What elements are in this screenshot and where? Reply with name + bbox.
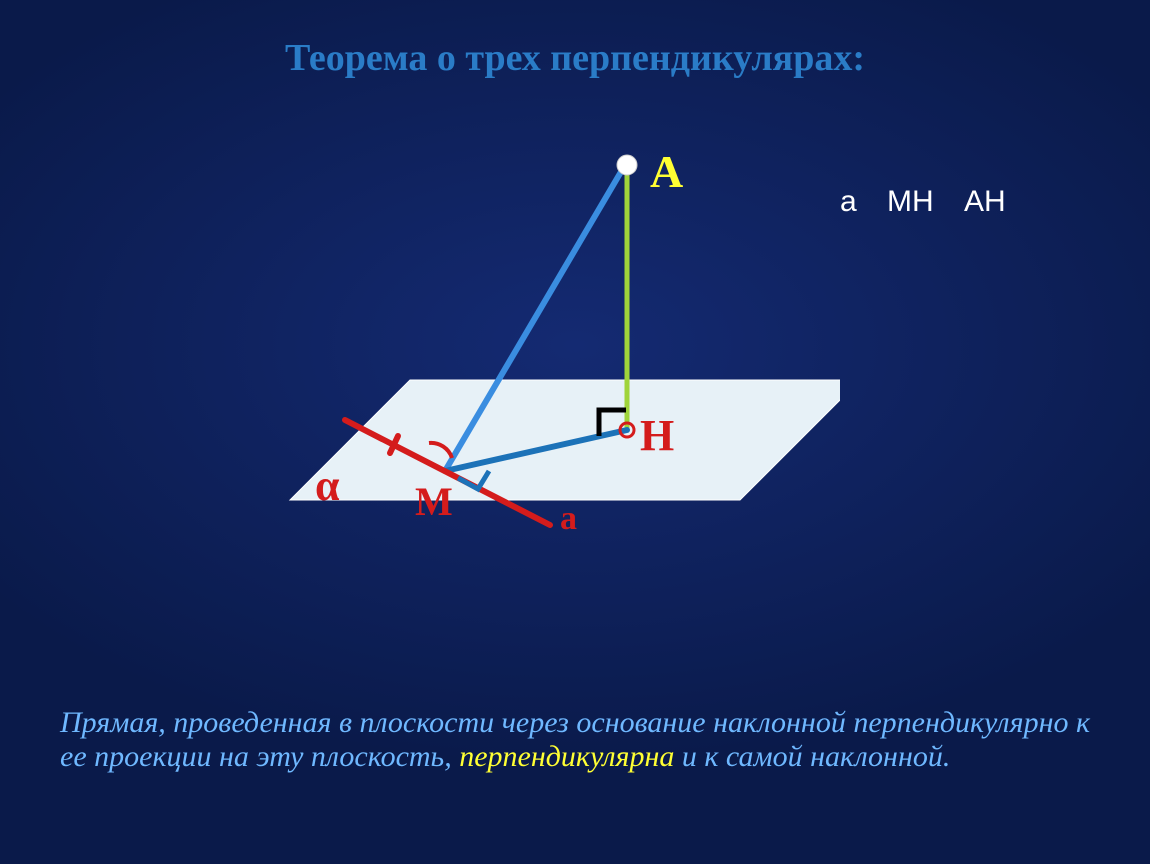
- diagram-svg: [120, 130, 840, 610]
- label-alpha: α: [315, 460, 340, 511]
- slide-title: Теорема о трех перпендикулярах:: [0, 36, 1150, 80]
- point-A: [617, 155, 637, 175]
- plane-alpha: [290, 380, 840, 500]
- label-M: М: [415, 478, 453, 525]
- label-A: А: [650, 145, 683, 198]
- diagram: А Н М а α: [120, 130, 840, 610]
- label-a: а: [560, 500, 577, 538]
- theorem-tail: и к самой наклонной.: [682, 740, 950, 773]
- label-H: Н: [640, 410, 674, 461]
- theorem-emph: перпендикулярна: [459, 740, 682, 773]
- legend-text: а МН АН: [840, 185, 1006, 219]
- slide: Теорема о трех перпендикулярах: а МН АН …: [0, 0, 1150, 864]
- theorem-text: Прямая, проведенная в плоскости через ос…: [60, 706, 1090, 774]
- title-text: Теорема о трех перпендикулярах:: [285, 37, 865, 79]
